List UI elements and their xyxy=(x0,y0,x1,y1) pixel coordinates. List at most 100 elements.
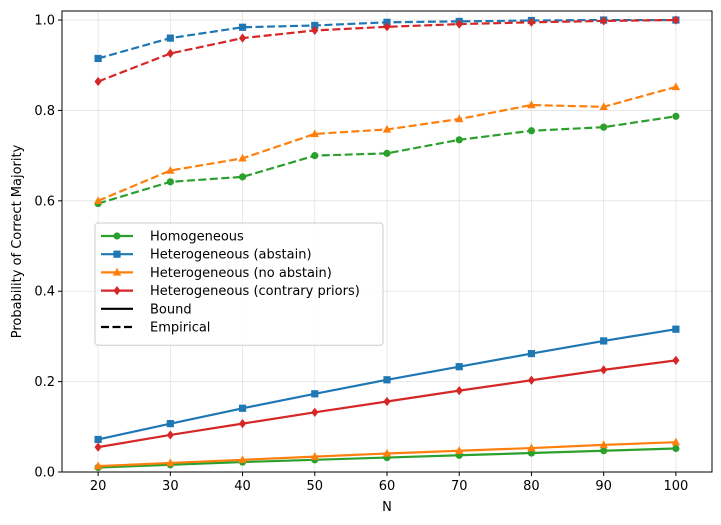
data-point xyxy=(671,82,681,91)
data-point xyxy=(383,149,391,157)
data-point xyxy=(672,444,680,453)
legend-marker xyxy=(112,267,122,276)
x-tick-label: 60 xyxy=(379,479,396,494)
legend-label: Homogeneous xyxy=(150,230,244,245)
data-point xyxy=(310,452,319,460)
x-tick-label: 30 xyxy=(162,479,179,494)
data-point xyxy=(600,123,608,131)
data-point xyxy=(166,165,175,174)
y-tick-label: 0.0 xyxy=(34,466,55,481)
series-heterogeneous-contrary-priors-bound xyxy=(94,355,680,452)
legend-label: Heterogeneous (contrary priors) xyxy=(150,284,360,299)
legend-item: Bound xyxy=(101,302,192,317)
data-point xyxy=(382,124,392,133)
data-point xyxy=(600,337,608,345)
data-point xyxy=(94,435,102,444)
legend-label: Heterogeneous (no abstain) xyxy=(150,266,332,281)
data-point xyxy=(166,48,174,59)
legend-item: Heterogeneous (no abstain) xyxy=(101,266,332,281)
data-point xyxy=(600,447,608,455)
data-point xyxy=(93,196,103,205)
data-point xyxy=(672,355,680,365)
y-tick-label: 0.6 xyxy=(34,194,55,209)
legend-label: Bound xyxy=(150,302,192,317)
legend: Homogeneous Heterogeneous (abstain) Hetero… xyxy=(94,222,384,346)
data-point xyxy=(166,458,175,467)
legend-item: Heterogeneous (abstain) xyxy=(101,248,312,263)
data-point xyxy=(382,448,392,457)
legend-marker xyxy=(113,232,121,240)
data-point xyxy=(311,152,319,160)
data-point xyxy=(455,19,463,29)
legend-item: Heterogeneous (contrary priors) xyxy=(101,284,360,299)
legend-marker xyxy=(113,286,121,296)
data-point xyxy=(672,15,680,25)
data-point xyxy=(383,22,391,32)
data-point xyxy=(93,461,103,470)
data-point xyxy=(94,442,102,452)
series-heterogeneous-abstain-bound xyxy=(94,325,680,444)
data-point xyxy=(238,153,247,162)
y-tick-label: 0.2 xyxy=(34,375,55,390)
data-point xyxy=(455,114,464,123)
legend-marker xyxy=(113,250,121,258)
x-tick-label: 100 xyxy=(663,479,688,494)
x-tick-label: 40 xyxy=(234,479,251,494)
series-homogeneous-empirical xyxy=(94,112,680,208)
series-heterogeneous-no-abstain-empirical xyxy=(93,82,681,205)
data-point xyxy=(672,112,680,120)
legend-item: Empirical xyxy=(101,321,210,336)
x-tick-label: 90 xyxy=(595,479,612,494)
data-point xyxy=(671,437,681,446)
data-point xyxy=(455,363,463,371)
data-point xyxy=(94,76,102,87)
y-tick-label: 0.8 xyxy=(34,104,55,119)
y-tick-label: 1.0 xyxy=(34,14,55,29)
data-point xyxy=(383,396,391,407)
data-point xyxy=(455,136,463,144)
data-point xyxy=(672,325,680,333)
x-tick-label: 50 xyxy=(307,479,324,494)
data-point xyxy=(311,21,319,30)
data-point xyxy=(310,129,319,138)
legend-box xyxy=(94,222,384,346)
data-point xyxy=(238,404,247,412)
data-point xyxy=(527,100,536,109)
data-point xyxy=(527,127,536,135)
y-axis-label: Probability of Correct Majority xyxy=(10,144,25,338)
data-point xyxy=(527,17,536,27)
data-point xyxy=(238,455,247,463)
data-point xyxy=(238,419,247,429)
data-point xyxy=(311,25,319,36)
data-point xyxy=(166,178,174,186)
data-point xyxy=(455,386,463,396)
series-layer xyxy=(93,15,681,472)
data-point xyxy=(455,446,464,454)
series-line xyxy=(97,18,676,83)
series-heterogeneous-contrary-priors-empirical xyxy=(94,15,680,87)
data-point xyxy=(527,375,536,385)
data-point xyxy=(311,407,319,417)
data-point xyxy=(527,443,536,452)
data-point xyxy=(238,23,247,31)
legend-label: Empirical xyxy=(150,321,210,336)
data-point xyxy=(166,34,174,42)
data-point xyxy=(238,173,247,181)
data-point xyxy=(527,349,536,358)
data-point xyxy=(94,54,102,63)
data-point xyxy=(600,365,608,375)
legend-item: Homogeneous xyxy=(101,230,244,245)
data-point xyxy=(383,376,391,384)
y-tick-label: 0.4 xyxy=(34,285,55,300)
x-axis-label: N xyxy=(382,500,392,515)
data-point xyxy=(599,102,608,111)
data-point xyxy=(599,440,608,449)
x-tick-label: 70 xyxy=(451,479,468,494)
axes: 20 30 40 50 60 70 80 90 100 0.0 0.2 0.4 0.6 0.8 1.0 xyxy=(34,14,688,494)
data-point xyxy=(311,390,319,398)
series-heterogeneous-no-abstain-bound xyxy=(93,437,681,470)
data-point xyxy=(238,33,247,43)
data-point xyxy=(166,420,174,428)
data-point xyxy=(166,430,174,440)
